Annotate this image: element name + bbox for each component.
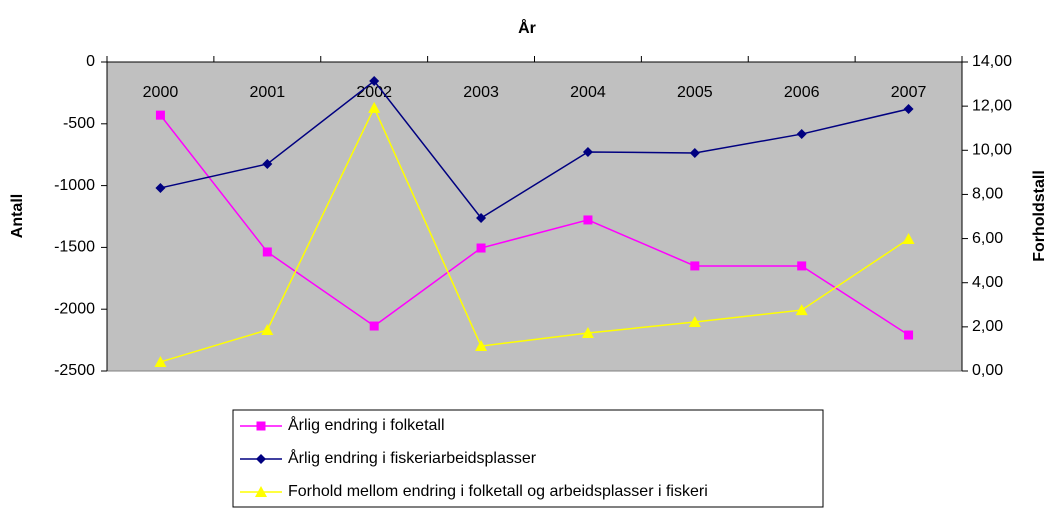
y2-tick-label: 14,00 (972, 53, 1012, 70)
y2-tick-label: 0,00 (972, 362, 1003, 379)
marker (583, 215, 593, 225)
marker (475, 340, 488, 352)
x-tick-label: 2006 (784, 84, 820, 101)
marker (261, 323, 274, 335)
marker (476, 243, 486, 253)
y-tick-label: -500 (63, 115, 95, 132)
marker (796, 129, 807, 140)
marker (369, 76, 380, 87)
marker (262, 247, 272, 257)
marker (581, 327, 594, 339)
x-tick-label: 2007 (891, 84, 927, 101)
marker (369, 321, 379, 331)
series-line (159, 114, 909, 336)
marker (255, 486, 267, 497)
series-line (160, 106, 909, 363)
y2-tick-label: 10,00 (972, 142, 1012, 159)
y-tick-label: -2000 (54, 300, 95, 317)
legend-label: Årlig endring i folketall (288, 415, 445, 434)
y-axis-label: Antall (9, 194, 26, 238)
y-tick-label: -2500 (54, 362, 95, 379)
y2-tick-label: 6,00 (972, 230, 1003, 247)
plot-area (106, 61, 963, 372)
marker (155, 110, 165, 120)
marker (256, 454, 266, 464)
y2-axis-label: Forholdstall (1031, 170, 1048, 262)
marker (476, 212, 487, 223)
marker (368, 101, 381, 113)
marker (902, 233, 915, 245)
chart-title: År (518, 18, 536, 37)
legend-label: Forhold mellom endring i folketall og ar… (288, 483, 708, 500)
y2-tick-label: 2,00 (972, 318, 1003, 335)
x-tick-label: 2002 (356, 84, 392, 101)
marker (797, 261, 807, 271)
series-line (160, 79, 909, 219)
x-tick-label: 2000 (143, 84, 179, 101)
marker (688, 316, 701, 328)
marker (690, 261, 700, 271)
legend-box (232, 409, 824, 508)
marker (904, 330, 914, 340)
marker (154, 355, 167, 367)
y2-tick-label: 4,00 (972, 274, 1003, 291)
marker (689, 147, 700, 158)
x-tick-label: 2005 (677, 84, 713, 101)
y2-tick-label: 8,00 (972, 186, 1003, 203)
y2-tick-label: 12,00 (972, 97, 1012, 114)
marker (795, 304, 808, 316)
y-tick-label: 0 (86, 53, 95, 70)
marker (262, 158, 273, 169)
x-tick-label: 2004 (570, 84, 606, 101)
y-tick-label: -1500 (54, 239, 95, 256)
x-tick-label: 2003 (463, 84, 499, 101)
marker (155, 182, 166, 193)
marker (903, 103, 914, 114)
x-tick-label: 2001 (250, 84, 286, 101)
y-tick-label: -1000 (54, 177, 95, 194)
marker (582, 146, 593, 157)
marker (256, 421, 266, 431)
legend-label: Årlig endring i fiskeriarbeidsplasser (288, 448, 537, 467)
